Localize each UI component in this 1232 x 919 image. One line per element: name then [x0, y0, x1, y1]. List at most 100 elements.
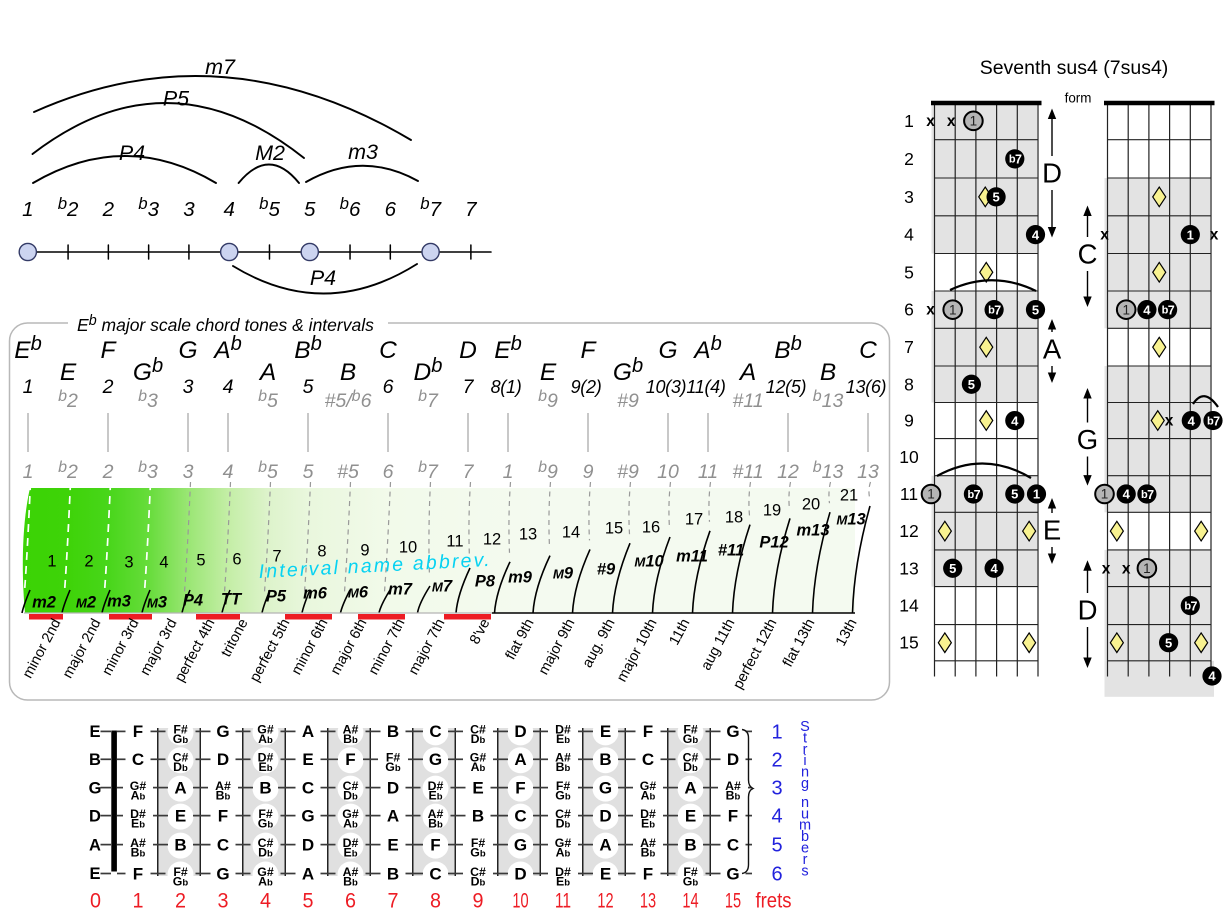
svg-text:3: 3: [183, 461, 194, 483]
svg-text:x: x: [1210, 227, 1219, 244]
svg-text:M10: M10: [634, 553, 664, 571]
svg-text:F#: F#: [258, 807, 273, 821]
svg-text:C#: C#: [555, 807, 571, 821]
svg-text:b7: b7: [1207, 414, 1220, 428]
svg-text:8: 8: [430, 889, 441, 913]
svg-text:C: C: [727, 835, 739, 854]
svg-text:E: E: [1043, 515, 1061, 546]
svg-text:x: x: [1100, 227, 1109, 244]
svg-text:12: 12: [777, 461, 799, 483]
svg-text:m: m: [799, 818, 811, 834]
svg-text:1: 1: [1143, 561, 1151, 576]
svg-text:8: 8: [317, 543, 326, 561]
svg-text:12: 12: [597, 889, 613, 913]
svg-text:G: G: [89, 779, 102, 797]
svg-text:Eb: Eb: [258, 760, 272, 774]
svg-text:Gb: Gb: [683, 732, 699, 746]
svg-text:b5: b5: [259, 194, 280, 221]
svg-text:6: 6: [383, 376, 394, 398]
svg-text:7: 7: [388, 889, 399, 913]
svg-text:C#: C#: [683, 751, 699, 765]
svg-text:S: S: [800, 719, 810, 735]
svg-text:F: F: [581, 337, 598, 364]
svg-text:x: x: [1122, 560, 1131, 577]
svg-text:M2: M2: [76, 594, 96, 612]
svg-text:3: 3: [183, 198, 195, 221]
svg-text:3: 3: [183, 376, 194, 398]
svg-text:A#: A#: [215, 779, 231, 793]
svg-text:D: D: [727, 750, 739, 769]
svg-text:Bb: Bb: [556, 760, 571, 774]
svg-text:2: 2: [904, 149, 914, 169]
svg-text:Eb major scale chord tones & i: Eb major scale chord tones & intervals: [77, 313, 374, 335]
svg-text:4: 4: [223, 198, 234, 221]
svg-text:G#: G#: [257, 865, 274, 879]
svg-text:5: 5: [303, 376, 314, 398]
svg-text:4: 4: [159, 554, 168, 572]
svg-text:Eb: Eb: [343, 845, 357, 859]
svg-text:20: 20: [802, 496, 820, 514]
svg-text:B: B: [174, 835, 186, 854]
svg-text:B: B: [820, 359, 836, 386]
svg-text:9: 9: [904, 411, 914, 431]
svg-text:9: 9: [473, 889, 484, 913]
svg-text:b: b: [801, 829, 809, 845]
svg-text:C: C: [429, 722, 441, 741]
svg-text:A: A: [302, 864, 314, 883]
svg-text:9: 9: [583, 461, 594, 483]
svg-text:5: 5: [1032, 302, 1039, 317]
svg-text:x: x: [1102, 560, 1111, 577]
svg-text:15: 15: [605, 520, 623, 538]
svg-text:10(3): 10(3): [646, 377, 687, 397]
svg-text:5: 5: [196, 552, 205, 570]
svg-text:Db: Db: [471, 874, 486, 888]
svg-text:F#: F#: [556, 779, 571, 793]
svg-text:Ab: Ab: [258, 874, 273, 888]
svg-text:G: G: [726, 864, 739, 883]
svg-text:Gb: Gb: [385, 760, 401, 774]
svg-text:13(6): 13(6): [846, 377, 887, 397]
svg-text:G: G: [216, 722, 229, 741]
svg-text:7: 7: [463, 461, 475, 483]
svg-text:5: 5: [1165, 635, 1172, 650]
svg-text:13: 13: [640, 889, 656, 913]
svg-text:D: D: [599, 806, 611, 825]
svg-text:4: 4: [223, 376, 234, 398]
svg-text:7: 7: [463, 376, 475, 398]
svg-text:0: 0: [90, 889, 101, 913]
svg-text:#11: #11: [732, 390, 763, 412]
svg-text:2: 2: [102, 461, 114, 483]
svg-text:3: 3: [218, 889, 229, 913]
svg-text:E: E: [600, 864, 611, 883]
svg-text:5: 5: [771, 835, 782, 857]
svg-text:C: C: [514, 806, 526, 825]
svg-text:C: C: [642, 750, 654, 769]
svg-text:#9: #9: [617, 461, 639, 483]
svg-text:5: 5: [992, 190, 999, 205]
svg-text:1: 1: [22, 198, 33, 221]
svg-text:A: A: [302, 722, 314, 741]
svg-text:Bb: Bb: [641, 845, 656, 859]
svg-text:Gb: Gb: [555, 788, 571, 802]
svg-text:A: A: [387, 806, 399, 825]
svg-text:5: 5: [968, 377, 975, 392]
svg-text:15: 15: [899, 633, 918, 653]
svg-text:Ab: Ab: [131, 788, 146, 802]
svg-text:#11: #11: [718, 542, 744, 560]
svg-text:18: 18: [725, 509, 743, 527]
svg-text:8(1): 8(1): [491, 377, 522, 397]
svg-text:P4: P4: [183, 592, 203, 610]
svg-text:13: 13: [899, 558, 918, 578]
svg-text:m7: m7: [205, 55, 236, 79]
svg-text:M9: M9: [553, 565, 574, 583]
svg-text:11(4): 11(4): [686, 377, 725, 397]
svg-text:C: C: [302, 778, 314, 797]
svg-text:r: r: [803, 742, 808, 758]
svg-text:u: u: [801, 806, 809, 822]
svg-text:E: E: [685, 806, 696, 825]
svg-text:Seventh sus4 (7sus4): Seventh sus4 (7sus4): [980, 57, 1169, 79]
svg-text:D: D: [89, 807, 101, 825]
svg-text:3: 3: [904, 187, 914, 207]
svg-text:A#: A#: [555, 751, 571, 765]
svg-text:Bb: Bb: [726, 788, 741, 802]
